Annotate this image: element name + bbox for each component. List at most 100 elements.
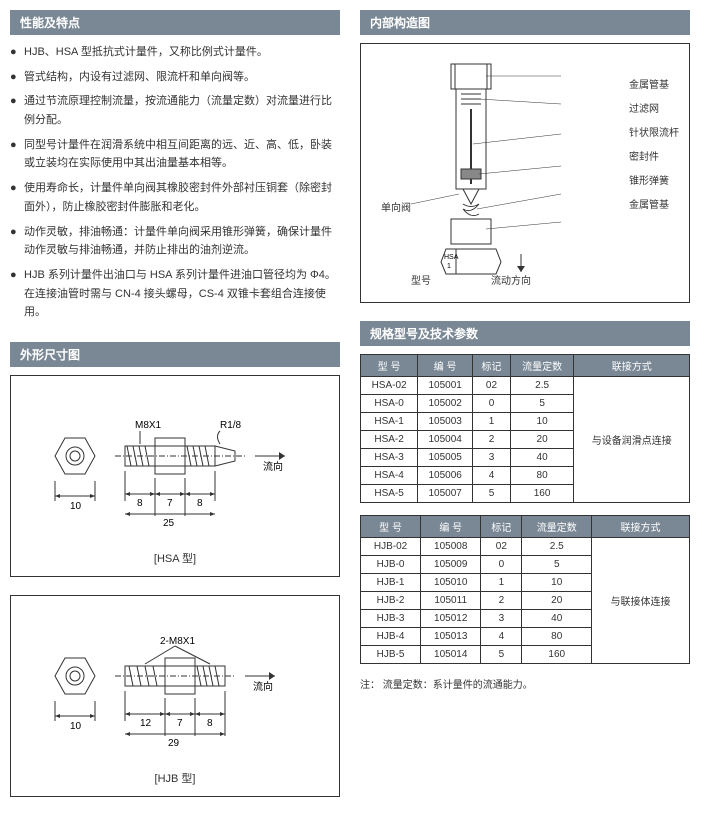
hsa-flow: 流向 (263, 460, 283, 473)
hsa-d5: 25 (163, 518, 175, 529)
label-metal-base-bottom: 金属管基 (629, 194, 679, 218)
feature-item: 动作灵敏，排油畅通：计量件单向阀采用锥形弹簧，确保计量件动作灵敏与排油畅通，并防… (10, 223, 340, 260)
th-flow: 流量定数 (522, 516, 592, 538)
cell-code: 105002 (418, 395, 473, 413)
hjb-flow: 流向 (253, 680, 273, 693)
internal-svg: HSA 1 (391, 54, 571, 294)
th-mark: 标记 (473, 355, 511, 377)
cell-mark: 5 (473, 485, 511, 503)
cell-model: HJB-4 (361, 628, 421, 646)
cell-flow: 5 (510, 395, 574, 413)
cell-model: HJB-0 (361, 556, 421, 574)
feature-item: 使用寿命长，计量件单向阀其橡胶密封件外部衬压铜套（除密封面外），防止橡胶密封件膨… (10, 179, 340, 216)
dimensions-header: 外形尺寸图 (10, 342, 340, 367)
cell-flow: 160 (510, 485, 574, 503)
internal-diagram-box: HSA 1 金属管基 过滤网 针状限流杆 密封件 锥形弹簧 金 (360, 43, 690, 303)
label-metal-base-top: 金属管基 (629, 74, 679, 98)
th-flow: 流量定数 (510, 355, 574, 377)
table-row: HJB-02105008022.5与联接体连接 (361, 538, 690, 556)
hsa-caption: [HSA 型] (21, 550, 329, 566)
cell-flow: 10 (522, 574, 592, 592)
internal-bottom-labels: 型号 流动方向 (411, 272, 531, 287)
specs-header: 规格型号及技术参数 (360, 321, 690, 346)
hjb-d1: 10 (70, 721, 82, 732)
label-flow-dir: 流动方向 (491, 272, 531, 287)
label-needle: 针状限流杆 (629, 122, 679, 146)
feature-item: 通过节流原理控制流量，按流通能力（流量定数）对流量进行比例分配。 (10, 92, 340, 129)
label-check-valve: 单向阀 (381, 199, 411, 214)
cell-code: 105001 (418, 377, 473, 395)
cell-mark: 4 (481, 628, 522, 646)
hsa-table: 型 号 编 号 标记 流量定数 联接方式 HSA-02105001022.5与设… (360, 354, 690, 503)
svg-text:1: 1 (447, 263, 451, 270)
cell-code: 105012 (421, 610, 481, 628)
internal-right-labels: 金属管基 过滤网 针状限流杆 密封件 锥形弹簧 金属管基 (629, 74, 679, 218)
cell-flow: 40 (522, 610, 592, 628)
cell-flow: 2.5 (522, 538, 592, 556)
hsa-svg: M8X1 R1/8 流向 10 8 7 8 25 (25, 386, 325, 546)
features-list: HJB、HSA 型抵抗式计量件，又称比例式计量件。管式结构，内设有过滤网、限流杆… (10, 43, 340, 322)
cell-model: HJB-02 (361, 538, 421, 556)
cell-code: 105013 (421, 628, 481, 646)
hsa-d2: 8 (137, 498, 143, 509)
hjb-diagram-box: 2-M8X1 流向 10 12 7 8 29 [HJB 型] (10, 595, 340, 797)
label-spring: 锥形弹簧 (629, 170, 679, 194)
th-code: 编 号 (421, 516, 481, 538)
hjb-thread: 2-M8X1 (160, 636, 195, 647)
cell-flow: 160 (522, 646, 592, 664)
cell-code: 105004 (418, 431, 473, 449)
note: 注： 流量定数：系计量件的流通能力。 (360, 676, 690, 691)
cell-model: HJB-2 (361, 592, 421, 610)
internal-header: 内部构造图 (360, 10, 690, 35)
th-model: 型 号 (361, 355, 418, 377)
cell-mark: 3 (481, 610, 522, 628)
feature-item: HJB、HSA 型抵抗式计量件，又称比例式计量件。 (10, 43, 340, 62)
cell-code: 105010 (421, 574, 481, 592)
hsa-diagram-box: M8X1 R1/8 流向 10 8 7 8 25 (10, 375, 340, 577)
cell-model: HSA-3 (361, 449, 418, 467)
features-header: 性能及特点 (10, 10, 340, 35)
cell-mark: 2 (481, 592, 522, 610)
cell-flow: 20 (510, 431, 574, 449)
hjb-d5: 29 (168, 738, 180, 749)
cell-mark: 02 (481, 538, 522, 556)
feature-item: 同型号计量件在润滑系统中相互间距离的远、近、高、低，卧装或立装均在实际使用中其出… (10, 136, 340, 173)
cell-model: HSA-2 (361, 431, 418, 449)
cell-mark: 0 (473, 395, 511, 413)
hsa-thread1: M8X1 (135, 420, 162, 431)
th-conn: 联接方式 (574, 355, 690, 377)
cell-mark: 1 (473, 413, 511, 431)
cell-code: 105005 (418, 449, 473, 467)
cell-code: 105009 (421, 556, 481, 574)
cell-model: HJB-1 (361, 574, 421, 592)
cell-mark: 02 (473, 377, 511, 395)
cell-model: HSA-1 (361, 413, 418, 431)
hsa-d3: 7 (167, 498, 173, 509)
cell-flow: 40 (510, 449, 574, 467)
label-filter: 过滤网 (629, 98, 679, 122)
cell-mark: 1 (481, 574, 522, 592)
cell-flow: 5 (522, 556, 592, 574)
hsa-d1: 10 (70, 501, 82, 512)
cell-mark: 0 (481, 556, 522, 574)
cell-code: 105011 (421, 592, 481, 610)
label-model: 型号 (411, 272, 431, 287)
cell-mark: 4 (473, 467, 511, 485)
feature-item: 管式结构，内设有过滤网、限流杆和单向阀等。 (10, 68, 340, 87)
svg-text:HSA: HSA (444, 254, 459, 261)
cell-mark: 3 (473, 449, 511, 467)
cell-mark: 2 (473, 431, 511, 449)
cell-flow: 20 (522, 592, 592, 610)
cell-flow: 2.5 (510, 377, 574, 395)
cell-code: 105003 (418, 413, 473, 431)
hjb-d4: 8 (207, 718, 213, 729)
th-model: 型 号 (361, 516, 421, 538)
hjb-d2: 12 (140, 718, 152, 729)
cell-code: 105006 (418, 467, 473, 485)
cell-model: HSA-02 (361, 377, 418, 395)
hjb-caption: [HJB 型] (21, 770, 329, 786)
th-mark: 标记 (481, 516, 522, 538)
cell-model: HJB-5 (361, 646, 421, 664)
hjb-svg: 2-M8X1 流向 10 12 7 8 29 (25, 606, 325, 766)
label-seal: 密封件 (629, 146, 679, 170)
